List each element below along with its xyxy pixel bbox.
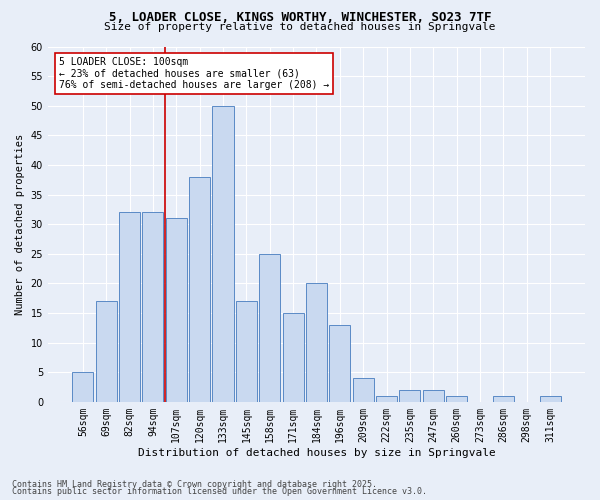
Bar [142,212,163,402]
Bar [236,301,257,402]
Text: Contains public sector information licensed under the Open Government Licence v3: Contains public sector information licen… [12,487,427,496]
Text: 5 LOADER CLOSE: 100sqm
← 23% of detached houses are smaller (63)
76% of semi-det: 5 LOADER CLOSE: 100sqm ← 23% of detached… [59,57,329,90]
Bar [119,212,140,402]
Text: 5, LOADER CLOSE, KINGS WORTHY, WINCHESTER, SO23 7TF: 5, LOADER CLOSE, KINGS WORTHY, WINCHESTE… [109,11,491,24]
Bar [73,372,94,402]
Bar [283,313,304,402]
Bar [212,106,233,402]
Bar [446,396,467,402]
Text: Size of property relative to detached houses in Springvale: Size of property relative to detached ho… [104,22,496,32]
Y-axis label: Number of detached properties: Number of detached properties [15,134,25,315]
X-axis label: Distribution of detached houses by size in Springvale: Distribution of detached houses by size … [137,448,496,458]
Bar [95,301,117,402]
Bar [259,254,280,402]
Bar [306,284,327,402]
Bar [376,396,397,402]
Bar [493,396,514,402]
Bar [329,325,350,402]
Bar [353,378,374,402]
Bar [189,177,210,402]
Bar [539,396,560,402]
Bar [166,218,187,402]
Text: Contains HM Land Registry data © Crown copyright and database right 2025.: Contains HM Land Registry data © Crown c… [12,480,377,489]
Bar [400,390,421,402]
Bar [423,390,444,402]
